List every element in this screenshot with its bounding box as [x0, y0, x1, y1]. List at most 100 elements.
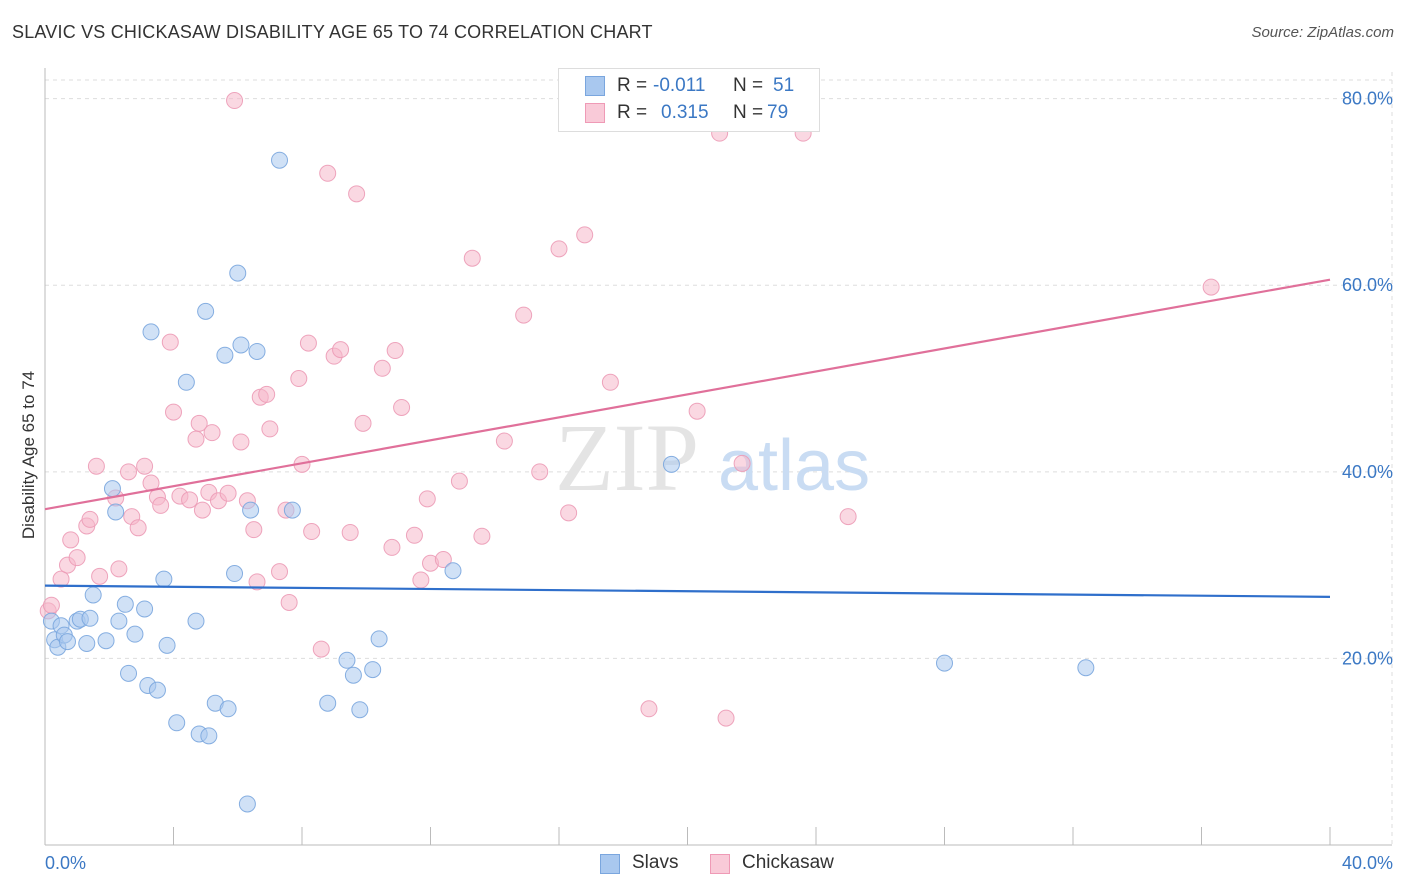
point-chickasaw	[373, 359, 391, 377]
point-chickasaw	[354, 414, 372, 432]
point-slavs	[216, 346, 234, 364]
point-slavs	[283, 501, 301, 519]
point-chickasaw	[187, 430, 205, 448]
point-slavs	[168, 714, 186, 732]
point-slavs	[142, 323, 160, 341]
x-tick-label: 0.0%	[45, 853, 86, 873]
point-chickasaw	[203, 424, 221, 442]
point-slavs	[662, 455, 680, 473]
legend-n-label: N =	[733, 75, 764, 96]
point-chickasaw	[405, 526, 423, 544]
trend-line-chickasaw	[44, 278, 1331, 511]
point-chickasaw	[52, 570, 70, 588]
point-slavs	[936, 654, 953, 672]
point-chickasaw	[161, 333, 179, 351]
point-chickasaw	[190, 414, 208, 432]
point-chickasaw	[129, 519, 147, 537]
legend-swatch-slavs	[585, 76, 605, 96]
point-chickasaw	[531, 463, 549, 481]
watermark-zip: ZIP	[555, 404, 699, 511]
point-chickasaw	[332, 341, 350, 359]
point-chickasaw	[341, 523, 359, 541]
point-chickasaw	[271, 563, 289, 581]
point-slavs	[232, 336, 250, 354]
point-chickasaw	[219, 484, 237, 502]
point-chickasaw	[348, 185, 366, 203]
legend-swatch-chickasaw	[585, 103, 605, 123]
point-chickasaw	[42, 596, 60, 614]
point-chickasaw	[303, 523, 321, 541]
point-slavs	[97, 632, 115, 650]
axes	[44, 68, 1392, 846]
point-slavs	[81, 609, 99, 627]
point-chickasaw	[81, 510, 99, 528]
point-slavs	[177, 373, 195, 391]
legend-r-label: R =	[617, 75, 648, 96]
point-slavs	[344, 666, 362, 684]
legend-swatch-chickasaw	[710, 854, 730, 874]
point-chickasaw	[280, 593, 298, 611]
point-chickasaw	[495, 432, 513, 450]
y-tick-label: 20.0%	[1342, 648, 1393, 668]
point-chickasaw	[290, 370, 308, 388]
point-slavs	[219, 700, 237, 718]
point-slavs	[444, 562, 462, 580]
point-chickasaw	[110, 560, 128, 578]
legend-r-label: R =	[617, 102, 648, 123]
point-slavs	[229, 264, 247, 282]
legend-label-chickasaw: Chickasaw	[742, 852, 834, 873]
point-chickasaw	[560, 504, 578, 522]
point-slavs	[248, 342, 266, 360]
point-slavs	[158, 636, 176, 654]
point-slavs	[187, 612, 205, 630]
point-chickasaw	[386, 342, 404, 360]
legend-label-slavs: Slavs	[632, 852, 679, 873]
point-chickasaw	[717, 709, 735, 727]
point-chickasaw	[550, 240, 568, 258]
point-chickasaw	[733, 454, 751, 472]
point-slavs	[58, 633, 76, 651]
point-chickasaw	[258, 385, 276, 403]
point-slavs	[364, 661, 382, 679]
grid-lines	[45, 72, 1393, 845]
point-slavs	[126, 625, 144, 643]
point-chickasaw	[418, 490, 436, 508]
point-slavs	[338, 651, 356, 669]
point-chickasaw	[226, 92, 244, 110]
point-chickasaw	[434, 551, 452, 569]
point-slavs	[116, 595, 134, 613]
point-chickasaw	[576, 226, 594, 244]
point-chickasaw	[152, 496, 170, 514]
point-slavs	[226, 565, 244, 583]
point-slavs	[120, 664, 138, 682]
point-chickasaw	[181, 491, 199, 509]
chart-title: SLAVIC VS CHICKASAW DISABILITY AGE 65 TO…	[12, 22, 653, 42]
point-chickasaw	[393, 398, 411, 416]
point-chickasaw	[640, 700, 658, 718]
y-tick-label: 40.0%	[1342, 462, 1393, 482]
point-chickasaw	[62, 531, 80, 549]
legend-n-label: N =	[733, 102, 764, 123]
source-label: Source: ZipAtlas.com	[1251, 24, 1394, 41]
point-chickasaw	[463, 249, 481, 267]
point-slavs	[148, 681, 166, 699]
point-chickasaw	[1202, 278, 1220, 296]
point-slavs	[242, 501, 260, 519]
point-chickasaw	[473, 527, 491, 545]
point-slavs	[271, 151, 289, 169]
point-chickasaw	[248, 573, 266, 591]
point-chickasaw	[193, 501, 211, 519]
legend-stats: R = -0.011 N = 51 R = 0.315 N = 79	[558, 68, 820, 132]
point-chickasaw	[68, 549, 86, 567]
y-tick-label: 80.0%	[1342, 89, 1393, 109]
point-chickasaw	[839, 508, 857, 526]
point-chickasaw	[601, 373, 619, 391]
point-slavs	[1077, 659, 1095, 677]
series-slavs	[42, 151, 1095, 813]
point-chickasaw	[87, 457, 105, 475]
point-chickasaw	[165, 403, 182, 421]
legend-swatch-slavs	[600, 854, 620, 874]
legend-r-value: -0.011	[653, 75, 706, 96]
point-chickasaw	[261, 420, 279, 438]
